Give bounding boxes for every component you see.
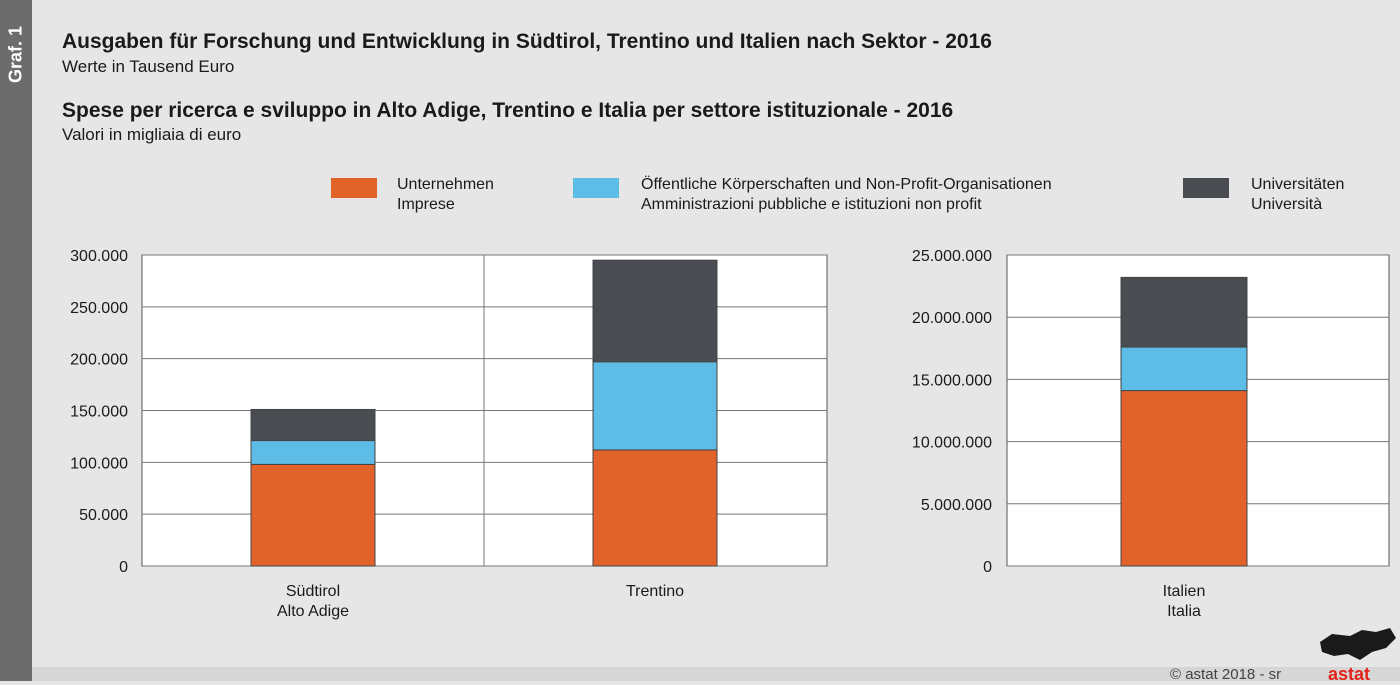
y-tick-label: 10.000.000 (912, 435, 992, 452)
y-tick-label: 5.000.000 (921, 497, 992, 514)
y-tick-label: 250.000 (70, 300, 128, 317)
legend-swatch-public (573, 178, 619, 198)
bar-segment-universities (592, 259, 718, 363)
bar-segment-public (250, 440, 376, 465)
y-tick-label: 0 (983, 559, 992, 576)
y-tick-label: 300.000 (70, 248, 128, 265)
bar-segment-universities (1120, 276, 1248, 348)
x-category-label: Südtirol (286, 583, 340, 600)
x-category-label: Trentino (626, 583, 684, 600)
bar-segment-companies (250, 463, 376, 567)
bar-segment-public (592, 361, 718, 451)
y-tick-label: 200.000 (70, 352, 128, 369)
legend-swatch-companies (331, 178, 377, 198)
y-tick-label: 0 (119, 559, 128, 576)
bar-segment-universities (250, 408, 376, 442)
legend-swatch-universities (1183, 178, 1229, 198)
astat-logo-text: astat (1328, 664, 1371, 684)
copyright-text: © astat 2018 - sr (1170, 666, 1282, 683)
title-german: Ausgaben für Forschung und Entwicklung i… (62, 30, 992, 53)
footer-bar (32, 667, 1400, 681)
x-category-label: Italia (1167, 603, 1201, 620)
side-bar: Graf. 1 (0, 0, 32, 681)
legend-label-companies: Unternehmen Imprese (397, 176, 494, 213)
legend-label-public: Öffentliche Körperschaften und Non-Profi… (641, 176, 1052, 213)
y-tick-label: 150.000 (70, 404, 128, 421)
x-category-label: Alto Adige (277, 603, 349, 620)
y-tick-label: 20.000.000 (912, 310, 992, 327)
subtitle-german: Werte in Tausend Euro (62, 57, 235, 76)
y-tick-label: 15.000.000 (912, 372, 992, 389)
y-tick-label: 50.000 (79, 507, 128, 524)
legend-label-universities: Universitäten Università (1251, 176, 1345, 213)
bar-segment-public (1120, 346, 1248, 392)
astat-logo-map-icon (1320, 628, 1396, 660)
subtitle-italian: Valori in migliaia di euro (62, 125, 242, 144)
y-tick-label: 25.000.000 (912, 248, 992, 265)
x-category-label: Italien (1163, 583, 1206, 600)
y-tick-label: 100.000 (70, 455, 128, 472)
bar-segment-companies (1120, 390, 1248, 567)
title-italian: Spese per ricerca e sviluppo in Alto Adi… (62, 99, 954, 122)
bar-segment-companies (592, 449, 718, 567)
